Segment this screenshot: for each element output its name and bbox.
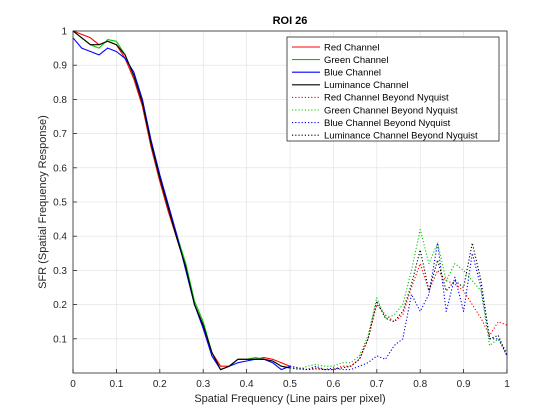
y-tick-label: 0.9 [53,61,67,72]
legend-entry: Luminance Channel [324,80,409,91]
y-tick-label: 0.2 [53,300,67,311]
y-axis-ticks: 0.1 0.2 0.3 0.4 0.5 0.6 0.7 0.8 0.9 1 [53,27,77,345]
series-layer [72,30,508,371]
x-tick-label: 0.9 [457,379,471,390]
y-tick-label: 0.3 [53,266,67,277]
legend-entry: Luminance Channel Beyond Nyquist [324,131,478,142]
series-line [72,30,291,371]
legend-entry: Blue Channel Beyond Nyquist [324,118,451,129]
legend-entry: Red Channel [324,42,379,53]
y-tick-label: 0.8 [53,95,67,106]
legend-box [286,36,500,142]
legend-entry: Green Channel Beyond Nyquist [324,105,458,116]
y-tick-label: 0.6 [53,163,67,174]
series-line [289,242,508,371]
x-tick-label: 0.6 [326,379,340,390]
series-line [289,228,508,371]
x-tick-label: 0.8 [413,379,427,390]
series-line [72,30,291,371]
y-tick-label: 0.7 [53,129,67,140]
x-tick-label: 0.1 [109,379,123,390]
legend-entry: Green Channel [324,55,388,66]
y-tick-label: 0.1 [53,334,67,345]
x-tick-label: 0.4 [240,379,254,390]
legend-entry: Red Channel Beyond Nyquist [324,93,449,104]
x-tick-label: 0.7 [370,379,384,390]
x-tick-label: 0.5 [283,379,297,390]
y-axis-label: SFR (Spatial Frequency Response) [37,115,49,289]
chart-title: ROI 26 [273,15,308,27]
x-axis-ticks: 0 0.1 0.2 0.3 0.4 0.5 0.6 0.7 0.8 0.9 1 [70,369,510,390]
x-tick-label: 0.3 [196,379,210,390]
y-tick-label: 0.4 [53,232,67,243]
legend-entry: Blue Channel [324,68,381,79]
x-axis-label: Spatial Frequency (Line pairs per pixel) [194,393,385,405]
y-tick-label: 1 [61,27,67,38]
series-line [289,263,508,371]
x-tick-label: 0.2 [153,379,167,390]
x-tick-label: 1 [504,379,510,390]
x-tick-label: 0 [70,379,76,390]
y-tick-label: 0.5 [53,198,67,209]
